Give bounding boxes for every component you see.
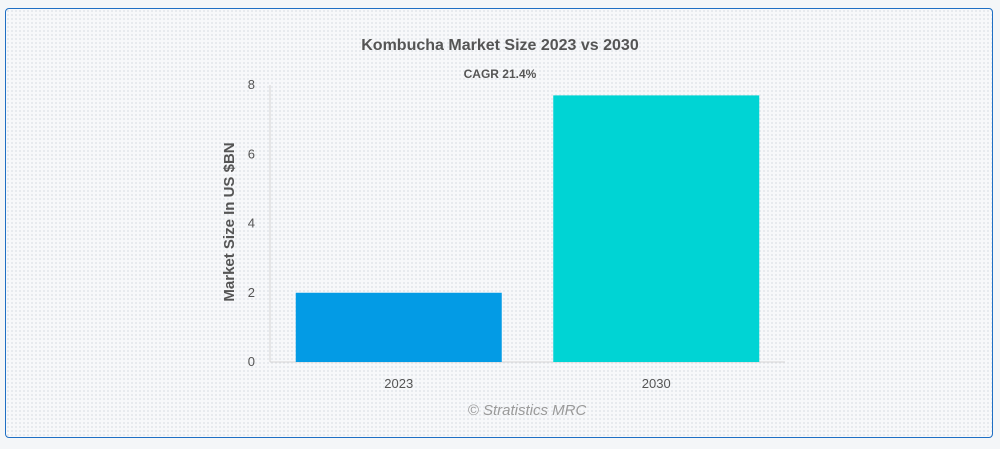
x-tick-label: 2030 xyxy=(642,376,671,391)
y-tick-label: 2 xyxy=(248,285,255,300)
chart-subtitle: CAGR 21.4% xyxy=(464,67,537,81)
chart-title: Kombucha Market Size 2023 vs 2030 xyxy=(361,37,639,54)
x-ticks: 2023 2030 xyxy=(384,376,670,391)
bar-2030[interactable] xyxy=(553,95,760,362)
y-axis-label: Market Size In US $BN xyxy=(221,142,238,301)
chart-frame xyxy=(5,8,993,438)
x-tick-label: 2023 xyxy=(384,376,413,391)
credit-text: © Stratistics MRC xyxy=(468,402,587,419)
y-ticks: 0 2 4 6 8 xyxy=(248,77,255,369)
bars xyxy=(295,95,760,362)
y-tick-label: 8 xyxy=(248,77,255,92)
bar-2023[interactable] xyxy=(295,292,502,362)
y-tick-label: 4 xyxy=(248,216,255,231)
y-tick-label: 6 xyxy=(248,146,255,161)
y-tick-label: 0 xyxy=(248,354,255,369)
